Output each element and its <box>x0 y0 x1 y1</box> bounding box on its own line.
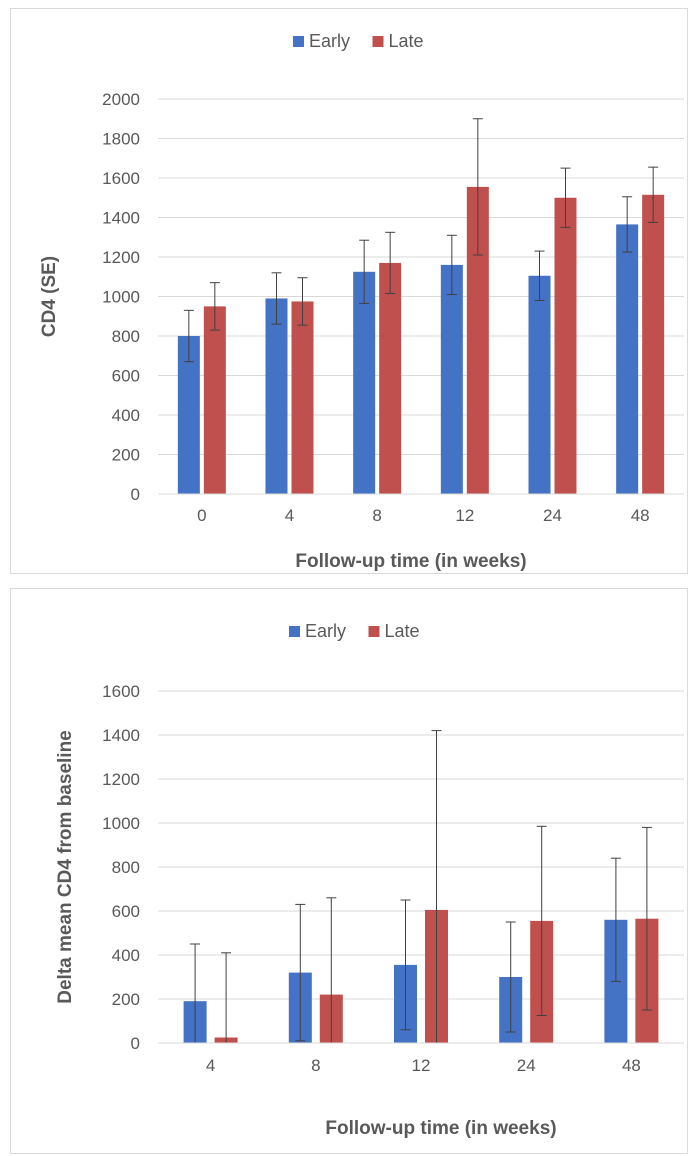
bar-early-12 <box>440 264 463 494</box>
y-tick-label: 1800 <box>102 130 140 149</box>
legend-label-early: Early <box>309 31 350 51</box>
legend-label-late: Late <box>389 31 424 51</box>
chart-cd4-svg: Early Late 0 200 400 600 800 1000 1200 1400 1600 18… <box>39 31 684 572</box>
x-tick-label: 8 <box>372 506 381 525</box>
legend-swatch-early <box>289 626 300 637</box>
bar-early-24 <box>528 275 551 494</box>
x-tick-label: 24 <box>517 1056 536 1075</box>
y-tick-label: 1600 <box>102 682 140 701</box>
legend-label-late: Late <box>385 621 420 641</box>
bar-late-4 <box>291 301 314 494</box>
y-tick-label: 1600 <box>102 169 140 188</box>
y-tick-label: 400 <box>112 406 140 425</box>
x-axis-title: Follow-up time (in weeks) <box>325 1118 556 1139</box>
x-tick-label: 12 <box>455 506 474 525</box>
bar-early-8 <box>353 271 376 494</box>
x-tick-label: 48 <box>622 1056 641 1075</box>
x-tick-label: 0 <box>197 506 206 525</box>
bar-late-12 <box>466 186 489 494</box>
y-tick-label: 1200 <box>102 248 140 267</box>
y-tick-label: 1400 <box>102 726 140 745</box>
y-tick-label: 0 <box>131 485 140 504</box>
legend-label-early: Early <box>305 621 346 641</box>
legend-swatch-late <box>372 36 384 47</box>
bar-early-0 <box>177 336 200 494</box>
y-tick-label: 800 <box>112 858 140 877</box>
y-tick-label: 600 <box>112 367 140 386</box>
bar-early-48 <box>616 224 639 494</box>
y-tick-label: 200 <box>112 446 140 465</box>
x-tick-label: 4 <box>206 1056 215 1075</box>
x-tick-label: 4 <box>285 506 294 525</box>
chart-panel-delta-cd4: Early Late 0 200 400 600 800 1000 1200 1400 1600 4 8… <box>10 588 688 1154</box>
y-tick-label: 400 <box>112 946 140 965</box>
legend-swatch-early <box>293 36 304 47</box>
y-axis-title: CD4 (SE) <box>39 256 60 337</box>
chart-panel-cd4: Early Late 0 200 400 600 800 1000 1200 1400 1600 18… <box>10 8 688 574</box>
y-tick-label: 1000 <box>102 288 140 307</box>
x-tick-label: 12 <box>412 1056 431 1075</box>
x-axis-title: Follow-up time (in weeks) <box>295 551 526 572</box>
y-axis-title: Delta mean CD4 from baseline <box>55 730 76 1003</box>
bar-early-4 <box>265 298 288 494</box>
y-tick-label: 800 <box>112 327 140 346</box>
x-tick-label: 48 <box>631 506 650 525</box>
y-tick-label: 1000 <box>102 814 140 833</box>
y-tick-label: 200 <box>112 990 140 1009</box>
bar-late-0 <box>203 306 226 494</box>
bar-late-24 <box>554 197 577 494</box>
bar-late-48 <box>642 194 665 494</box>
y-tick-label: 2000 <box>102 90 140 109</box>
legend-swatch-late <box>368 626 380 637</box>
y-tick-label: 1200 <box>102 770 140 789</box>
y-tick-label: 0 <box>131 1034 140 1053</box>
bar-late-8 <box>379 262 402 494</box>
x-tick-label: 8 <box>311 1056 320 1075</box>
x-tick-label: 24 <box>543 506 562 525</box>
y-tick-label: 600 <box>112 902 140 921</box>
y-tick-label: 1400 <box>102 209 140 228</box>
